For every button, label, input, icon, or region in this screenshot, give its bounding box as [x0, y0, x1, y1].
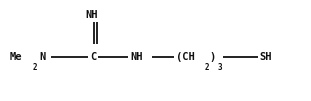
Text: N: N [39, 52, 45, 62]
Text: 2: 2 [33, 63, 37, 72]
Text: (CH: (CH [176, 52, 194, 62]
Text: NH: NH [131, 52, 143, 62]
Text: Me: Me [9, 52, 22, 62]
Text: NH: NH [86, 10, 98, 20]
Text: 3: 3 [217, 63, 222, 72]
Text: SH: SH [260, 52, 272, 62]
Text: 2: 2 [205, 63, 209, 72]
Text: C: C [90, 52, 96, 62]
Text: ): ) [209, 52, 216, 62]
